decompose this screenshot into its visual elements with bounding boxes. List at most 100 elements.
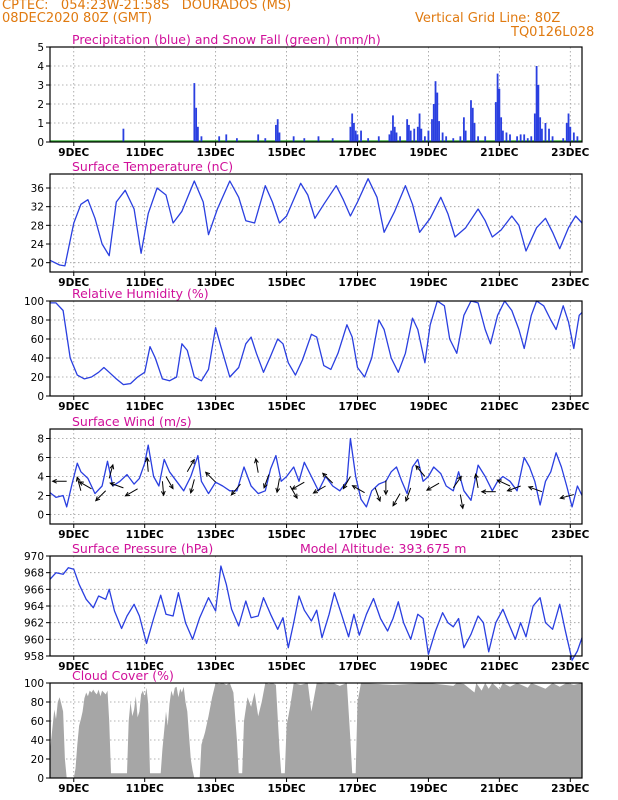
temperature-y-tick-label: 32 [31,202,44,214]
precipitation-bar [565,123,568,142]
precipitation-bar [390,130,393,142]
pressure-x-tick-label: 17DEC [338,661,377,673]
precipitation-bar [418,113,421,142]
precipitation-bar [392,115,394,142]
cloud-cover-panel [46,682,583,782]
precipitation-bar [562,138,565,142]
precipitation-x-tick-label: 23DEC [551,147,590,159]
temperature-y-tick-label: 36 [31,183,45,195]
precipitation-bar [195,107,198,142]
cloud-cover-x-tick-label: 9DEC [58,783,89,795]
precipitation-y-tick-label: 5 [37,42,44,54]
wind-arrowhead [351,485,357,490]
pressure-y-tick-label: 962 [24,618,44,630]
precipitation-bar [395,132,398,142]
wind-arrowhead [506,487,513,492]
precipitation-bar [569,126,572,142]
precipitation-bar [218,136,221,142]
precipitation-bar [544,123,547,142]
precipitation-bar [275,124,277,142]
precipitation-bar [292,136,295,142]
wind-arrowhead [160,490,166,497]
wind-arrowhead [144,456,150,463]
wind-arrowhead [321,472,328,478]
precipitation-bar [193,83,196,142]
precipitation-bar [471,107,474,142]
header-vertical-grid-note: Vertical Grid Line: 80Z [415,11,561,26]
precipitation-x-tick-label: 11DEC [126,147,165,159]
precipitation-bar [519,134,522,142]
pressure-x-tick-label: 11DEC [126,661,165,673]
wind-arrow [342,476,351,489]
cloud-cover-x-tick-label: 15DEC [267,783,306,795]
cloud-cover-x-tick-label: 13DEC [197,783,236,795]
wind-arrowhead [94,496,101,502]
cloud-cover-area [50,683,582,778]
humidity-series-line [50,300,583,386]
precipitation-bar [530,136,533,142]
wind-arrow [322,472,334,484]
wind-arrow [392,493,401,506]
cloud-cover-y-tick-label: 20 [31,754,44,766]
temperature-y-tick-label: 24 [31,239,45,251]
wind-arrow [108,464,114,479]
wind-arrowhead [480,489,487,495]
wind-arrow [161,481,165,496]
temperature-x-tick-label: 23DEC [551,277,590,289]
precipitation-bar [523,134,526,142]
wind-arrowhead [168,484,174,490]
wind-x-tick-label: 21DEC [480,529,519,541]
precipitation-bar [413,128,416,142]
wind-arrow [459,494,464,509]
pressure-title: Surface Pressure (hPa) [72,541,213,556]
cloud-cover-y-tick-label: 100 [24,678,44,690]
pressure-x-tick-label: 19DEC [409,661,448,673]
wind-arrowhead [254,457,259,464]
precipitation-bar [473,123,476,142]
precipitation-bar [535,66,538,142]
pressure-y-tick-label: 960 [24,634,44,646]
wind-arrowhead [204,471,211,477]
cloud-cover-x-tick-label: 19DEC [409,783,448,795]
pressure-panel [46,555,583,661]
wind-arrow [79,481,92,490]
precipitation-bar [225,134,228,142]
cloud-cover-y-tick-label: 40 [31,735,44,747]
wind-arrowhead [376,496,381,503]
precipitation-y-tick-label: 3 [37,80,44,92]
precipitation-bar [502,130,504,142]
wind-arrow [146,457,149,472]
precipitation-bar [354,130,357,142]
pressure-x-tick-label: 23DEC [551,661,590,673]
precipitation-bar [420,128,423,142]
temperature-frame [49,173,583,273]
wind-arrowhead [124,491,131,497]
wind-arrow [415,465,426,477]
precipitation-bar [331,138,334,142]
humidity-frame [49,300,583,397]
wind-panel [46,428,583,528]
precipitation-bar [445,136,448,142]
wind-arrowhead [342,484,348,490]
wind-arrowhead [78,481,84,486]
precipitation-x-tick-label: 9DEC [58,147,89,159]
pressure-annotation: Model Altitude: 393.675 m [300,541,466,556]
temperature-title: Surface Temperature (nC) [72,159,233,174]
precipitation-bar [416,126,419,142]
cloud-cover-x-tick-label: 23DEC [551,783,590,795]
wind-arrowhead [473,472,479,479]
wind-x-tick-label: 17DEC [338,529,377,541]
precipitation-bar [462,117,465,142]
precipitation-bar [500,117,503,142]
wind-arrowhead [527,485,534,491]
precipitation-bar [367,138,370,142]
wind-arrowhead [415,464,421,471]
wind-arrow [475,474,479,488]
humidity-x-tick-label: 15DEC [267,401,306,413]
precipitation-bar [434,81,437,142]
humidity-x-tick-label: 13DEC [197,401,236,413]
precipitation-bar [122,128,125,142]
precipitation-bar [477,136,479,142]
precipitation-bar [377,136,380,142]
